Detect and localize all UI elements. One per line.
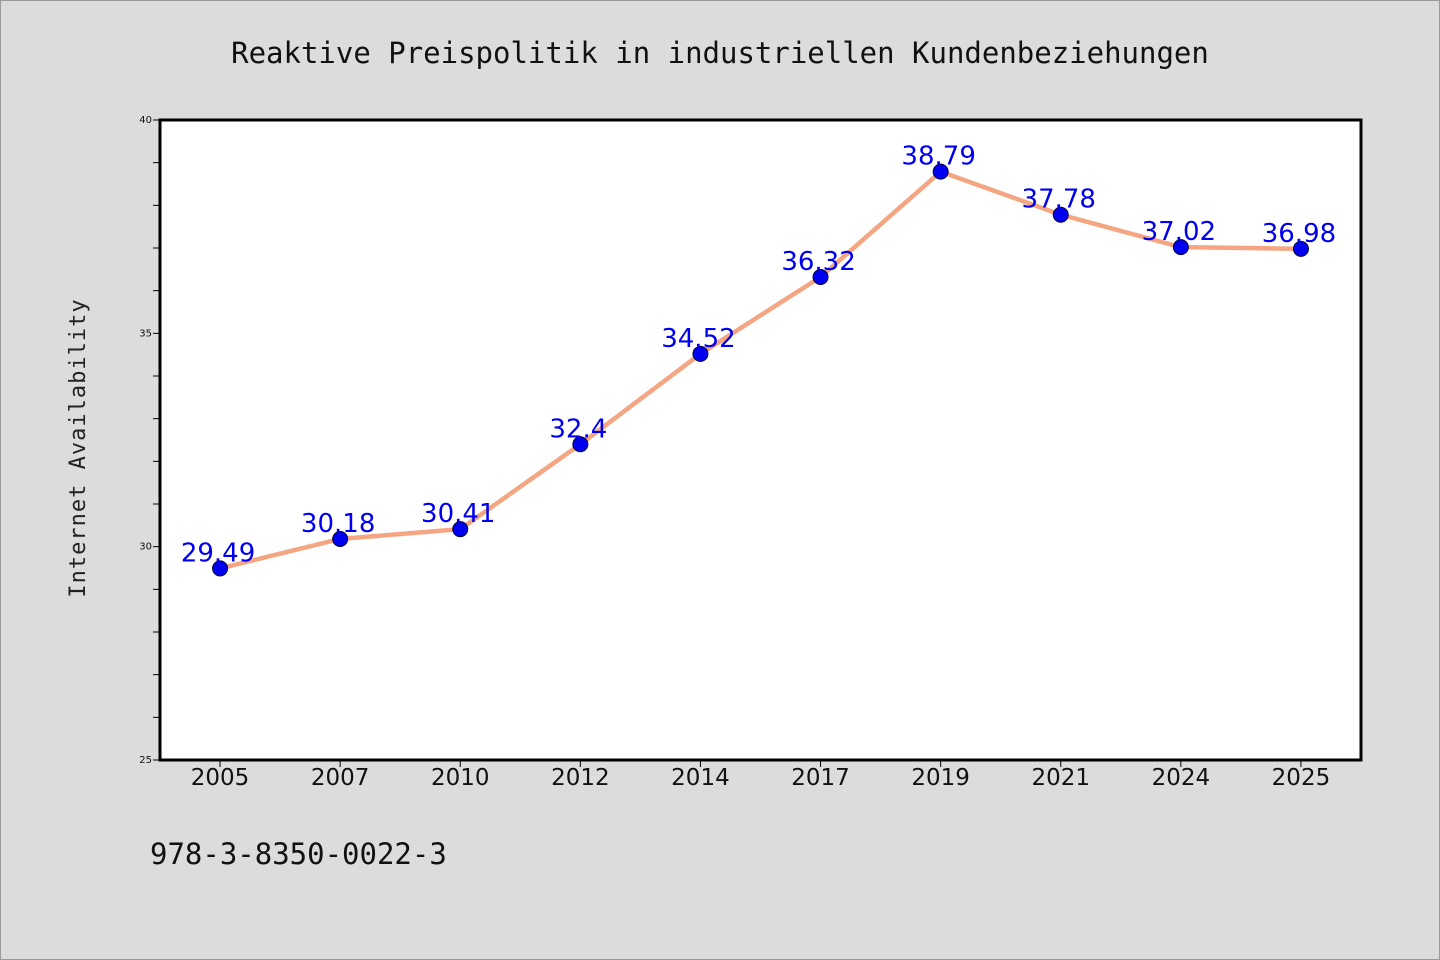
y-tick-label: 35 bbox=[139, 328, 152, 339]
y-axis: 25 30 35 40 bbox=[139, 115, 160, 766]
x-tick-label: 2010 bbox=[431, 765, 490, 791]
x-tick-label: 2021 bbox=[1031, 765, 1090, 791]
series-line-group bbox=[217, 169, 1304, 571]
x-tick-label: 2012 bbox=[551, 765, 610, 791]
data-label: 34.52 bbox=[661, 324, 735, 354]
data-point bbox=[692, 345, 709, 362]
data-label: 38.79 bbox=[901, 142, 975, 172]
x-tick-label: 2005 bbox=[191, 765, 250, 791]
isbn-label: 978-3-8350-0022-3 bbox=[150, 837, 447, 871]
x-tick-label: 2019 bbox=[911, 765, 970, 791]
data-point bbox=[572, 436, 589, 453]
y-tick-label: 25 bbox=[139, 755, 152, 766]
data-point bbox=[1172, 239, 1189, 256]
data-point bbox=[932, 163, 949, 180]
x-tick-label: 2024 bbox=[1152, 765, 1211, 791]
x-tick-label: 2007 bbox=[311, 765, 370, 791]
data-label: 30.18 bbox=[301, 509, 375, 539]
data-labels-group: 29.49 30.18 30.41 32.4 34.52 36.32 38.79 37.78 3… bbox=[181, 142, 1336, 569]
x-tick-label: 2014 bbox=[671, 765, 730, 791]
data-label: 32.4 bbox=[549, 414, 607, 444]
y-tick-label: 30 bbox=[139, 542, 152, 553]
data-point bbox=[332, 530, 349, 547]
y-tick-label: 40 bbox=[139, 115, 152, 126]
plot-frame bbox=[158, 118, 1363, 762]
data-label: 30.41 bbox=[421, 499, 495, 529]
data-point bbox=[1052, 206, 1069, 223]
data-label: 36.32 bbox=[781, 247, 855, 277]
x-tick-label: 2017 bbox=[791, 765, 850, 791]
data-point bbox=[812, 269, 829, 286]
x-axis: 2005 2007 2010 2012 2014 2017 2019 2021 2024 2025 bbox=[191, 760, 1330, 791]
data-label: 36.98 bbox=[1262, 219, 1336, 249]
y-axis-label: Internet Availability bbox=[66, 298, 91, 597]
data-point bbox=[1292, 240, 1309, 257]
data-label: 37.78 bbox=[1022, 185, 1096, 215]
chart-title: Reaktive Preispolitik in industriellen K… bbox=[231, 36, 1209, 70]
data-label: 37.02 bbox=[1142, 217, 1216, 247]
data-label: 29.49 bbox=[181, 538, 255, 568]
series-line bbox=[217, 169, 1304, 571]
markers-group bbox=[212, 163, 1309, 577]
x-tick-label: 2025 bbox=[1272, 765, 1331, 791]
data-point bbox=[452, 521, 469, 538]
data-point bbox=[212, 560, 229, 577]
plot-area bbox=[160, 120, 1361, 760]
